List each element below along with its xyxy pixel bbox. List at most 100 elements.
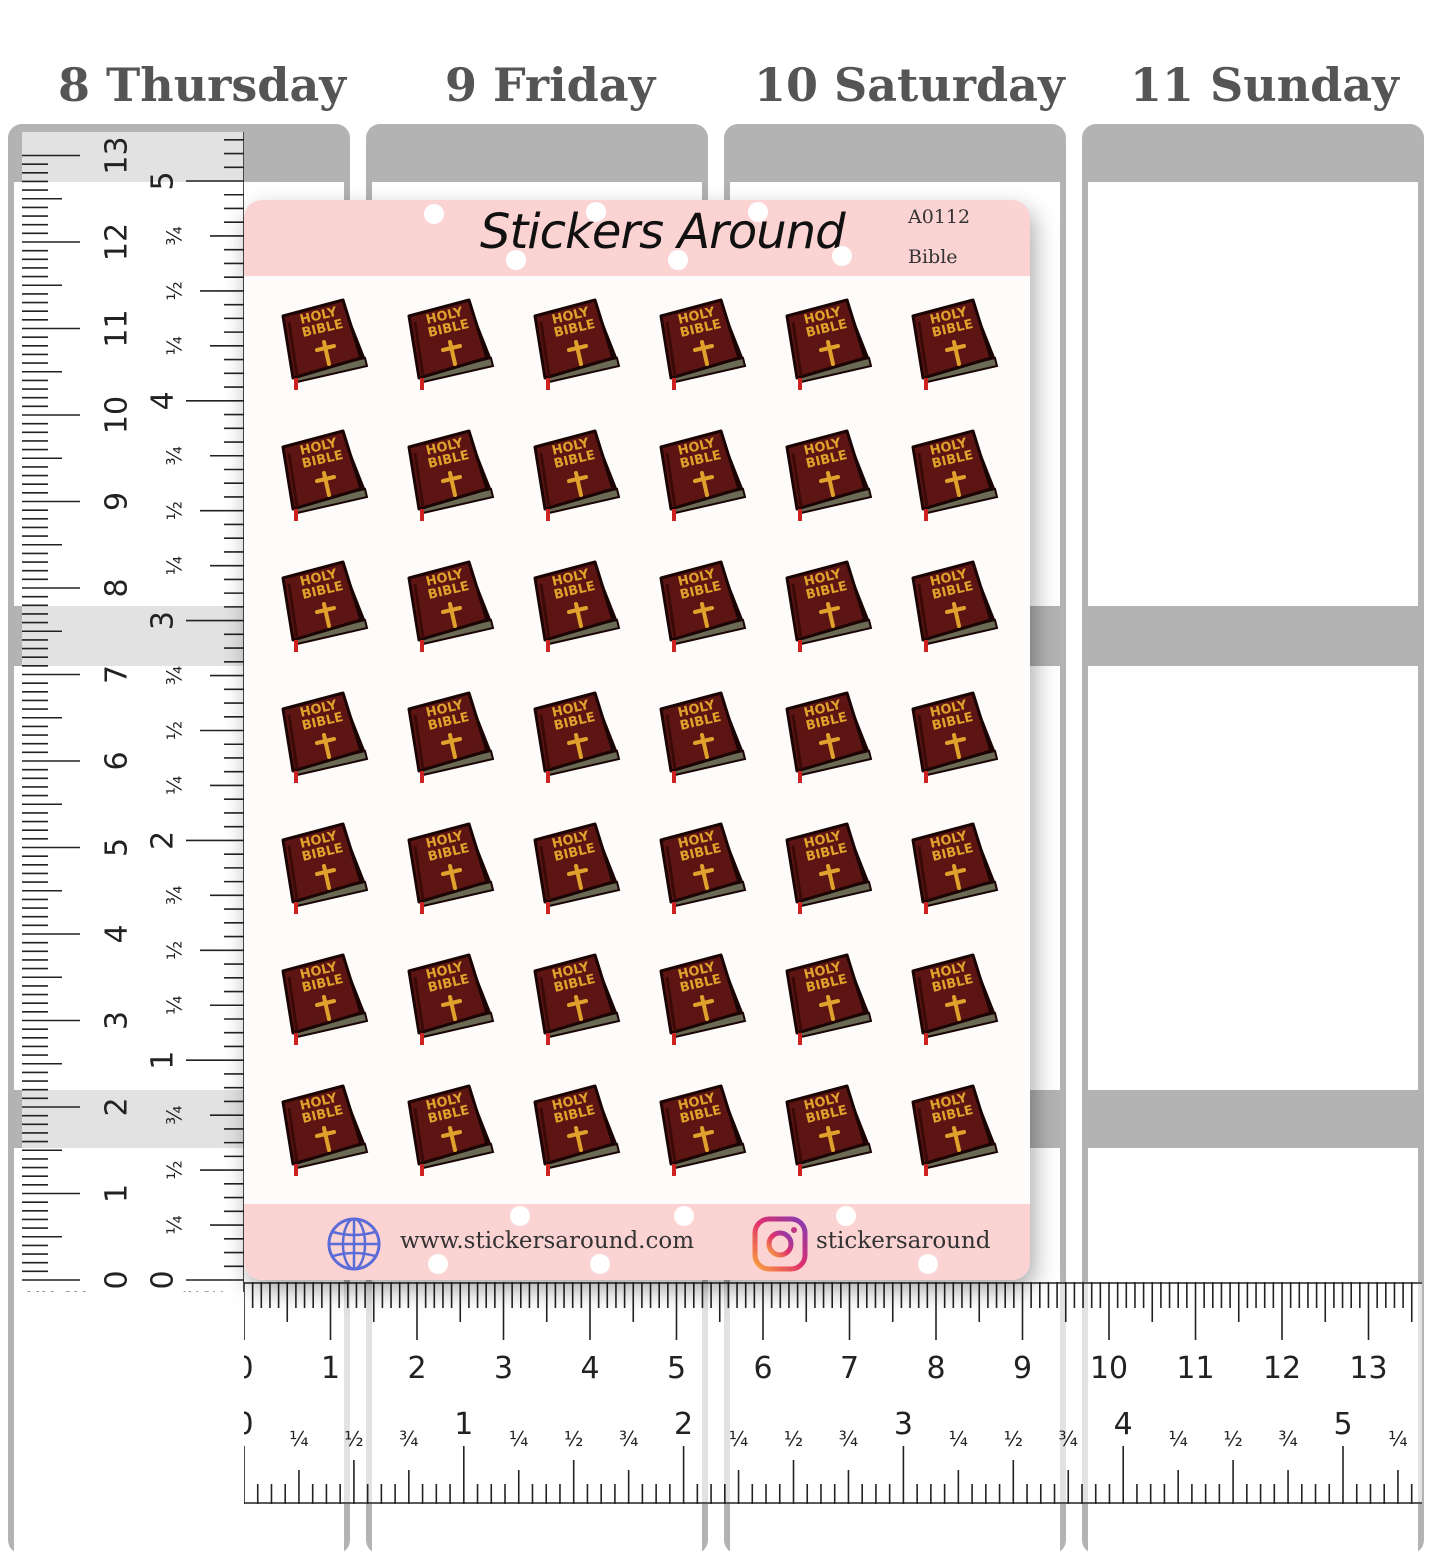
sheet-name: Bible [908,246,958,268]
ruler-fraction-label: ½ [163,501,187,520]
bible-sticker: HOLY BIBLE [260,292,386,423]
ruler-fraction-label: ½ [163,721,187,740]
ruler-fraction-label: ½ [564,1427,583,1451]
ruler-inch-label: 1 [454,1407,473,1442]
ruler-cm-label: 9 [1013,1351,1032,1386]
bible-sticker: HOLY BIBLE [386,816,512,947]
day-heading-thursday: 8 Thursday [58,58,346,112]
ruler-inch-label: 5 [146,171,181,190]
ruler-fraction-label: ¼ [1168,1427,1187,1451]
bible-sticker: HOLY BIBLE [638,816,764,947]
bible-sticker: HOLY BIBLE [260,554,386,685]
ruler-fraction-label: ¼ [163,776,187,795]
bible-sticker: HOLY BIBLE [512,423,638,554]
ruler-cm-label: 10 [1090,1351,1128,1386]
ruler-cm-label: 11 [1176,1351,1214,1386]
bible-sticker: HOLY BIBLE [638,947,764,1078]
bible-sticker: HOLY BIBLE [512,554,638,685]
horizontal-ruler: 0123456789101112130¼½¾1¼½¾2¼½¾3¼½¾4¼½¾5¼… [244,1282,1422,1504]
ruler-cm-label: 1 [321,1351,340,1386]
ruler-fraction-label: ¾ [163,666,187,685]
bible-sticker: HOLY BIBLE [638,685,764,816]
sticker-grid: HOLY BIBLE HOLY BIBLE HOLY BIBLE HOLY BIBLE HOLY… [260,292,1016,1209]
instagram-handle[interactable]: stickersaround [816,1228,991,1254]
bible-sticker: HOLY BIBLE [890,292,1016,423]
bible-sticker: HOLY BIBLE [764,423,890,554]
bible-sticker: HOLY BIBLE [764,1078,890,1209]
ruler-cm-label: 0 [100,1270,135,1289]
ruler-fraction-label: ½ [163,1160,187,1179]
ruler-fraction-label: ¾ [163,446,187,465]
ruler-fraction-label: ¾ [1278,1427,1297,1451]
bible-sticker: HOLY BIBLE [764,816,890,947]
header-dot [832,246,852,266]
ruler-inch-label: 5 [1333,1407,1352,1442]
ruler-unit-inch: INCH [182,1289,224,1292]
day-heading-friday: 9 Friday [445,58,656,112]
day-heading-sunday: 11 Sunday [1130,58,1399,112]
instagram-icon [752,1216,808,1272]
ruler-cm-label: 7 [100,665,135,684]
ruler-cm-label: 4 [580,1351,599,1386]
ruler-fraction-label: ¼ [949,1427,968,1451]
ruler-fraction-label: ¾ [839,1427,858,1451]
footer-dot [918,1254,938,1274]
ruler-fraction-label: ¼ [289,1427,308,1451]
footer-dot [836,1206,856,1226]
bible-sticker: HOLY BIBLE [890,423,1016,554]
bible-sticker: HOLY BIBLE [260,816,386,947]
bible-sticker: HOLY BIBLE [260,685,386,816]
ruler-cm-label: 12 [1263,1351,1301,1386]
footer-dot [510,1206,530,1226]
ruler-cm-label: 0 [244,1351,254,1386]
footer-dot [674,1206,694,1226]
bible-sticker: HOLY BIBLE [260,1078,386,1209]
bible-sticker: HOLY BIBLE [638,423,764,554]
bible-sticker: HOLY BIBLE [512,685,638,816]
ruler-cm-label: 6 [100,751,135,770]
bible-sticker: HOLY BIBLE [638,292,764,423]
bible-sticker: HOLY BIBLE [512,947,638,1078]
ruler-cm-label: 8 [100,578,135,597]
bible-sticker: HOLY BIBLE [386,423,512,554]
ruler-inch-label: 4 [1114,1407,1133,1442]
day-heading-saturday: 10 Saturday [754,58,1065,112]
header-dot [668,250,688,270]
ruler-cm-label: 1 [100,1184,135,1203]
header-dot [424,204,444,224]
ruler-cm-label: 3 [494,1351,513,1386]
bible-sticker: HOLY BIBLE [386,292,512,423]
ruler-fraction-label: ¼ [1388,1427,1407,1451]
ruler-inch-label: 2 [146,831,181,850]
website-link[interactable]: www.stickersaround.com [400,1228,695,1254]
ruler-cm-label: 2 [407,1351,426,1386]
ruler-fraction-label: ¼ [163,1215,187,1234]
ruler-cm-label: 9 [100,492,135,511]
ruler-fraction-label: ¾ [619,1427,638,1451]
